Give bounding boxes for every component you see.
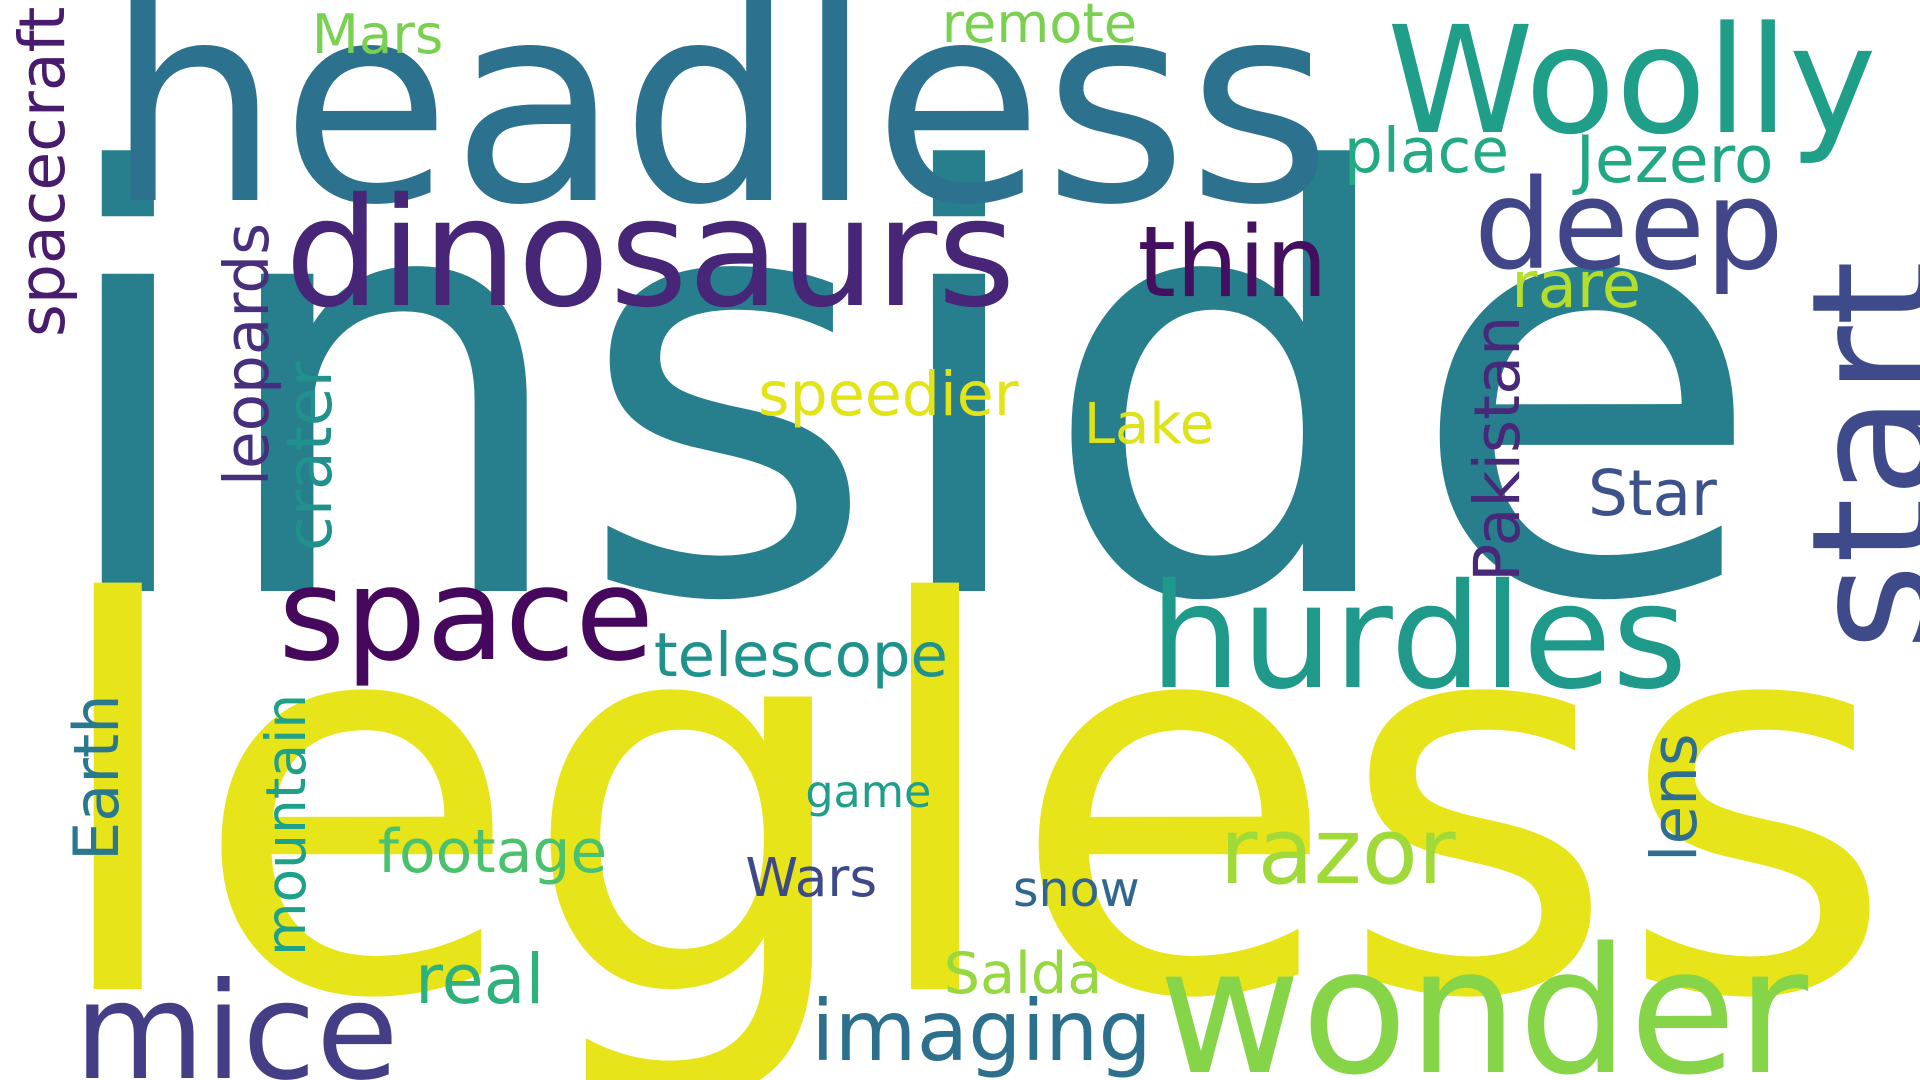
word-telescope: telescope <box>653 621 948 692</box>
word-start: start <box>1774 260 1920 651</box>
word-razor: razor <box>1219 797 1456 905</box>
word-thin: thin <box>1137 206 1328 321</box>
word-footage: footage <box>377 817 608 888</box>
word-woolly: Woolly <box>1387 0 1877 167</box>
word-remote: remote <box>941 0 1138 55</box>
word-real: real <box>415 941 545 1021</box>
word-snow: snow <box>1012 859 1140 918</box>
word-speedier: speedier <box>758 360 1019 431</box>
word-wars: Wars <box>745 845 878 909</box>
word-star: Star <box>1587 456 1717 530</box>
word-mice: mice <box>74 953 399 1080</box>
word-mountain: mountain <box>254 693 319 956</box>
word-headless: headless <box>105 0 1332 266</box>
word-game: game <box>805 766 932 818</box>
word-jezero: Jezero <box>1575 122 1774 198</box>
word-deep: deep <box>1473 154 1784 299</box>
word-hurdles: hurdles <box>1149 553 1688 723</box>
word-imaging: imaging <box>811 982 1152 1080</box>
word-lake: Lake <box>1083 392 1215 458</box>
word-salda: Salda <box>943 940 1103 1007</box>
word-dinosaurs: dinosaurs <box>284 165 1016 341</box>
word-pakistan: Pakistan <box>1460 315 1535 583</box>
word-leopards: leopards <box>212 222 284 486</box>
word-lens: lens <box>1638 733 1712 863</box>
word-legless: legless <box>43 492 1896 1080</box>
word-mars: Mars <box>311 2 444 67</box>
word-inside: inside <box>47 52 1765 729</box>
word-rare: rare <box>1511 249 1642 324</box>
word-crater: crater <box>272 361 347 552</box>
word-earth: Earth <box>59 694 133 861</box>
word-wonder: wonder <box>1158 910 1809 1080</box>
word-space: space <box>278 541 654 691</box>
word-place: place <box>1343 116 1510 188</box>
word-spacecraft: spacecraft <box>4 6 79 337</box>
